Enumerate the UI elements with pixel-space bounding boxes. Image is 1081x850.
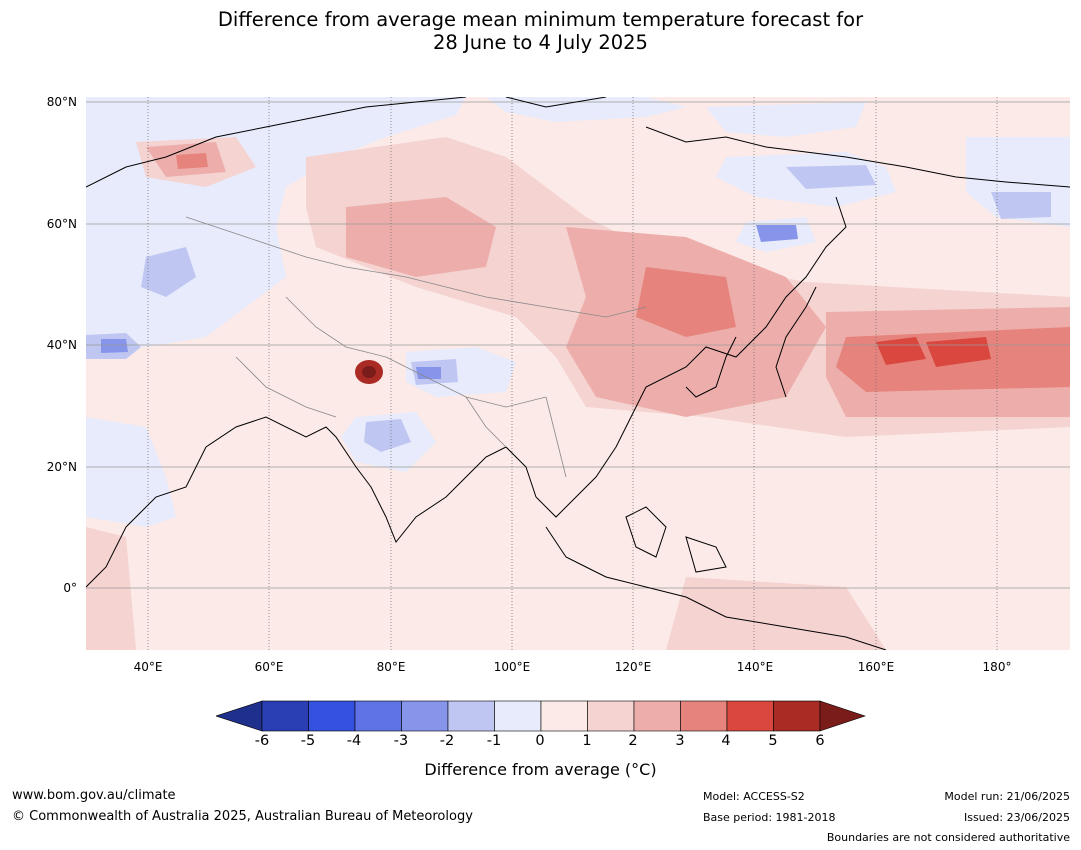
base-period-info: Base period: 1981-2018 <box>703 811 836 824</box>
cool-core-kamchatka <box>756 225 798 242</box>
map-title: Difference from average mean minimum tem… <box>0 8 1081 54</box>
lon-label-60e: 60°E <box>254 660 284 674</box>
warm-max-pacific-east <box>926 337 991 367</box>
colorbar-cell <box>447 700 495 732</box>
colorbar-tick-6: 6 <box>815 733 825 749</box>
colorbar-cell <box>540 700 588 732</box>
colorbar-cell <box>401 700 449 732</box>
lat-label-60n: 60°N <box>46 217 77 231</box>
longitude-gridlines <box>147 97 998 650</box>
boundaries-disclaimer: Boundaries are not considered authoritat… <box>826 831 1070 844</box>
warm-max-pacific-west <box>876 337 926 365</box>
colorbar-tick-neg6: -6 <box>254 733 270 749</box>
anomaly-map-svg <box>86 97 1070 650</box>
warm-core-scandinavia <box>176 153 208 169</box>
colorbar-tick-neg3: -3 <box>393 733 409 749</box>
colorbar-cell <box>680 700 728 732</box>
colorbar-tick-3: 3 <box>675 733 685 749</box>
copyright-notice: © Commonwealth of Australia 2025, Austra… <box>12 809 473 824</box>
cool-region-tibet <box>406 347 516 397</box>
cool-core-black-sea <box>101 339 128 353</box>
colorbar-cell <box>308 700 356 732</box>
warm-patch-west-siberia <box>346 197 496 277</box>
colorbar-tick-neg4: -4 <box>346 733 362 749</box>
lat-label-40n: 40°N <box>46 338 77 352</box>
colorbar-tick-neg2: -2 <box>439 733 455 749</box>
colorbar-tick-neg5: -5 <box>300 733 316 749</box>
lon-label-160e: 160°E <box>857 660 895 674</box>
warm-region-africa <box>86 527 136 650</box>
colorbar-cell <box>354 700 402 732</box>
colorbar-extend-high <box>819 700 866 732</box>
warm-hotspot-core <box>362 366 376 378</box>
model-info: Model: ACCESS-S2 <box>703 790 805 803</box>
lon-label-140e: 140°E <box>736 660 774 674</box>
coastlines <box>86 97 1070 650</box>
colorbar-tick-5: 5 <box>768 733 778 749</box>
cool-region-arctic <box>486 97 686 122</box>
colorbar-cell <box>726 700 774 732</box>
warm-core-manchuria <box>636 267 736 337</box>
cool-patch-siberia <box>786 165 876 189</box>
lat-label-80n: 80°N <box>46 95 77 109</box>
lon-label-100e: 100°E <box>493 660 531 674</box>
issued-date: Issued: 23/06/2025 <box>963 811 1070 824</box>
lon-label-180: 180° <box>982 660 1012 674</box>
cool-patch-bering <box>991 192 1051 219</box>
colorbar-tick-1: 1 <box>582 733 592 749</box>
colorbar-cell <box>587 700 635 732</box>
colorbar-cell <box>773 700 821 732</box>
lon-label-120e: 120°E <box>614 660 652 674</box>
country-borders <box>185 216 647 478</box>
colorbar-cell <box>633 700 681 732</box>
colorbar-extend-low <box>216 700 263 732</box>
lat-label-0: 0° <box>63 581 77 595</box>
lon-label-40e: 40°E <box>133 660 163 674</box>
colorbar-cell <box>261 700 309 732</box>
colorbar-tick-4: 4 <box>721 733 731 749</box>
title-line-1: Difference from average mean minimum tem… <box>217 8 864 31</box>
forecast-map <box>86 97 1070 650</box>
cool-region-north-pacific <box>706 102 866 137</box>
cool-patch-india <box>364 419 411 452</box>
website-link[interactable]: www.bom.gov.au/climate <box>12 788 176 803</box>
cool-core-tibet <box>416 367 441 379</box>
title-line-2: 28 June to 4 July 2025 <box>433 31 648 54</box>
colorbar-cell <box>494 700 542 732</box>
lon-label-80e: 80°E <box>376 660 406 674</box>
colorbar-label: Difference from average (°C) <box>424 760 657 779</box>
colorbar <box>216 700 866 732</box>
colorbar-tick-0: 0 <box>535 733 545 749</box>
colorbar-tick-2: 2 <box>628 733 638 749</box>
cool-patch-eastern-europe <box>141 247 196 297</box>
colorbar-tick-neg1: -1 <box>486 733 502 749</box>
lat-label-20n: 20°N <box>46 460 77 474</box>
model-run-date: Model run: 21/06/2025 <box>944 790 1070 803</box>
warm-region-new-guinea <box>666 577 886 650</box>
